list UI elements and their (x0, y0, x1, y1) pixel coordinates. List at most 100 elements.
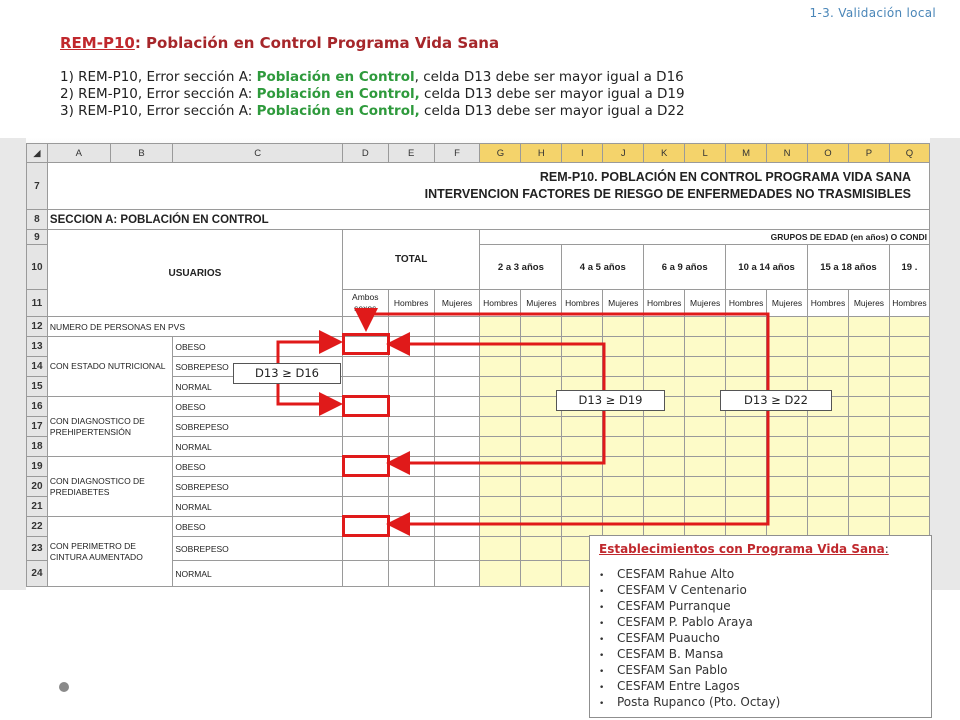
cell[interactable] (725, 336, 768, 357)
cell[interactable] (684, 336, 727, 357)
col-header-c[interactable]: C (172, 143, 343, 163)
hombres-cell[interactable]: Hombres (643, 289, 686, 317)
cell[interactable] (766, 356, 808, 377)
cell[interactable] (561, 356, 604, 377)
cell[interactable] (847, 456, 890, 477)
row-header-19[interactable]: 19 (26, 456, 48, 477)
row-header-11[interactable]: 11 (26, 289, 48, 317)
cell[interactable] (766, 496, 808, 517)
sheet-title-cell[interactable]: REM-P10. POBLACIÓN EN CONTROL PROGRAMA V… (46, 162, 930, 210)
cell[interactable] (643, 416, 686, 437)
mujeres-cell[interactable]: Mujeres (684, 289, 727, 317)
state-label[interactable]: NORMAL (172, 560, 343, 587)
cell[interactable] (888, 376, 930, 397)
col-header-f[interactable]: F (433, 143, 481, 163)
cell[interactable] (643, 336, 686, 357)
cell[interactable] (684, 456, 727, 477)
col-header-k[interactable]: K (643, 143, 686, 163)
cell[interactable] (643, 436, 686, 457)
row-header-24[interactable]: 24 (26, 560, 48, 587)
cell[interactable] (479, 476, 522, 497)
cell[interactable] (643, 516, 686, 537)
col-header-i[interactable]: I (561, 143, 604, 163)
cell[interactable] (684, 316, 727, 337)
cell[interactable] (725, 416, 768, 437)
age-group-cell[interactable]: 19 . (888, 244, 930, 290)
cell[interactable] (479, 496, 522, 517)
hombres-cell[interactable]: Hombres (807, 289, 849, 317)
cell[interactable] (643, 356, 686, 377)
cell[interactable] (684, 516, 727, 537)
row-header-10[interactable]: 10 (26, 244, 48, 290)
cell[interactable] (643, 456, 686, 477)
col-header-p[interactable]: P (847, 143, 890, 163)
cell[interactable] (561, 336, 604, 357)
cell[interactable] (725, 476, 768, 497)
cell[interactable] (888, 396, 930, 417)
cell[interactable] (520, 396, 563, 417)
cell[interactable] (807, 476, 849, 497)
cell[interactable] (479, 396, 522, 417)
cell[interactable] (766, 316, 808, 337)
cell[interactable] (807, 516, 849, 537)
cell[interactable] (847, 516, 890, 537)
cell[interactable] (888, 436, 930, 457)
total-header-cell[interactable]: TOTAL (341, 229, 481, 290)
cell[interactable] (766, 456, 808, 477)
cell[interactable] (479, 516, 522, 537)
hombres-cell[interactable]: Hombres (387, 289, 435, 317)
cell[interactable] (847, 416, 890, 437)
col-header-a[interactable]: A (46, 143, 111, 163)
cell[interactable] (520, 336, 563, 357)
row-header-13[interactable]: 13 (26, 336, 48, 357)
cell[interactable] (888, 456, 930, 477)
row-header-12[interactable]: 12 (26, 316, 48, 337)
cell[interactable] (888, 476, 930, 497)
row-header-21[interactable]: 21 (26, 496, 48, 517)
cell[interactable] (520, 560, 563, 587)
cell[interactable] (684, 396, 727, 417)
cell[interactable] (888, 316, 930, 337)
cell[interactable] (643, 476, 686, 497)
cell[interactable] (520, 436, 563, 457)
cell[interactable] (643, 496, 686, 517)
cell[interactable] (561, 496, 604, 517)
cell[interactable] (387, 560, 435, 587)
cell[interactable] (520, 536, 563, 561)
cell[interactable] (520, 516, 563, 537)
row-header-16[interactable]: 16 (26, 396, 48, 417)
cell[interactable] (479, 316, 522, 337)
state-label[interactable]: SOBREPESO (172, 536, 343, 561)
col-header-m[interactable]: M (725, 143, 768, 163)
cell[interactable] (725, 516, 768, 537)
col-header-e[interactable]: E (387, 143, 435, 163)
mujeres-cell[interactable]: Mujeres (520, 289, 563, 317)
mujeres-cell[interactable]: Mujeres (602, 289, 645, 317)
age-group-cell[interactable]: 10 a 14 años (725, 244, 808, 290)
cell[interactable] (807, 456, 849, 477)
select-all-corner[interactable]: ◢ (26, 143, 48, 163)
row-header-15[interactable]: 15 (26, 376, 48, 397)
col-header-l[interactable]: L (684, 143, 727, 163)
cell[interactable] (888, 496, 930, 517)
cell[interactable] (847, 396, 890, 417)
cell[interactable] (807, 356, 849, 377)
cell[interactable] (684, 496, 727, 517)
row-header-22[interactable]: 22 (26, 516, 48, 537)
col-header-d[interactable]: D (341, 143, 389, 163)
cell[interactable] (725, 436, 768, 457)
cell[interactable] (847, 376, 890, 397)
category-label[interactable]: CON DIAGNOSTICO DE PREHIPERTENSIÓN (46, 396, 174, 457)
row-header-7[interactable]: 7 (26, 162, 48, 210)
cell[interactable] (807, 496, 849, 517)
cell[interactable] (341, 560, 389, 587)
cell[interactable] (766, 516, 808, 537)
cell[interactable] (479, 536, 522, 561)
row-header-20[interactable]: 20 (26, 476, 48, 497)
cell[interactable] (602, 316, 645, 337)
category-label[interactable]: CON PERIMETRO DE CINTURA AUMENTADO (46, 516, 174, 587)
cell[interactable] (684, 356, 727, 377)
cell[interactable] (602, 496, 645, 517)
row-header-14[interactable]: 14 (26, 356, 48, 377)
age-group-cell[interactable]: 15 a 18 años (807, 244, 890, 290)
